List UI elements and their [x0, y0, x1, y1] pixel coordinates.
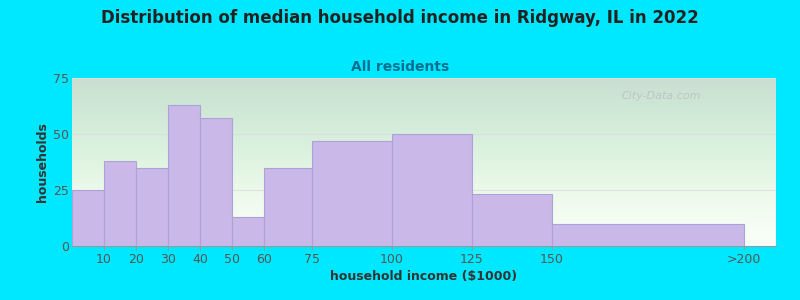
Bar	[392, 134, 472, 246]
Bar	[264, 168, 312, 246]
Y-axis label: households: households	[36, 122, 49, 202]
Bar	[312, 141, 392, 246]
Bar	[72, 190, 104, 246]
Bar	[472, 194, 552, 246]
Bar	[200, 118, 232, 246]
Text: City-Data.com: City-Data.com	[621, 92, 701, 101]
Bar	[168, 105, 200, 246]
Bar	[232, 217, 264, 246]
X-axis label: household income ($1000): household income ($1000)	[330, 270, 518, 283]
Bar	[104, 161, 136, 246]
Text: Distribution of median household income in Ridgway, IL in 2022: Distribution of median household income …	[101, 9, 699, 27]
Text: All residents: All residents	[351, 60, 449, 74]
Bar	[552, 224, 744, 246]
Bar	[136, 168, 168, 246]
